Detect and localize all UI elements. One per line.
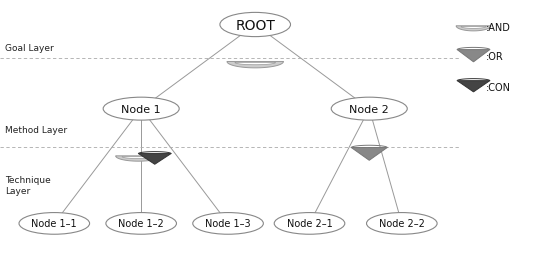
Text: Node 2–1: Node 2–1 xyxy=(287,218,332,229)
Polygon shape xyxy=(116,156,161,162)
Text: :OR: :OR xyxy=(486,52,504,62)
Text: Technique
Layer: Technique Layer xyxy=(5,176,51,195)
Polygon shape xyxy=(457,81,490,92)
Polygon shape xyxy=(457,50,490,62)
Text: ROOT: ROOT xyxy=(235,19,275,32)
Text: :CON: :CON xyxy=(486,83,511,93)
Polygon shape xyxy=(456,27,491,32)
Polygon shape xyxy=(138,154,171,165)
Text: Method Layer: Method Layer xyxy=(5,125,67,134)
Ellipse shape xyxy=(106,213,176,234)
Ellipse shape xyxy=(274,213,345,234)
Ellipse shape xyxy=(367,213,437,234)
Polygon shape xyxy=(227,62,283,69)
Polygon shape xyxy=(351,148,387,161)
Ellipse shape xyxy=(220,13,291,37)
Ellipse shape xyxy=(331,98,407,121)
Text: Node 2–2: Node 2–2 xyxy=(379,218,425,229)
Ellipse shape xyxy=(103,98,179,121)
Polygon shape xyxy=(461,27,486,29)
Text: Node 1–2: Node 1–2 xyxy=(118,218,164,229)
Polygon shape xyxy=(122,157,155,159)
Text: Goal Layer: Goal Layer xyxy=(5,44,54,53)
Text: :AND: :AND xyxy=(486,23,511,33)
Text: Node 2: Node 2 xyxy=(349,104,389,114)
Polygon shape xyxy=(235,63,275,66)
Ellipse shape xyxy=(19,213,90,234)
Text: Node 1–3: Node 1–3 xyxy=(205,218,251,229)
Text: Node 1–1: Node 1–1 xyxy=(31,218,77,229)
Text: Node 1: Node 1 xyxy=(122,104,161,114)
Ellipse shape xyxy=(193,213,263,234)
